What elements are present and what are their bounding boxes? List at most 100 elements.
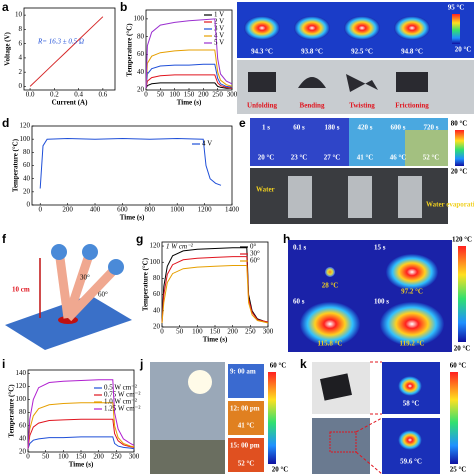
y-axis-label: Temperature (°C) (126, 23, 134, 77)
temp-label: 52 °C (238, 460, 255, 468)
x-tick-label: 50 (157, 91, 165, 99)
x-axis-label: Time (s) (203, 336, 228, 344)
panel-letter: e (239, 116, 246, 130)
data-line (145, 74, 233, 89)
color-bar (458, 246, 466, 342)
x-tick-label: 250 (111, 453, 122, 461)
temp-label: 97.2 °C (401, 288, 423, 296)
x-tick-label: 300 (129, 453, 140, 461)
y-tick-label: 60 (23, 161, 31, 169)
data-line (161, 247, 269, 324)
x-tick-label: 0.2 (50, 91, 59, 99)
hot-spot (394, 16, 430, 40)
temp-label: 41 °C (238, 422, 255, 430)
angle-label: 30° (80, 274, 90, 282)
time-label: 60 s (293, 124, 305, 132)
state-label: Bending (300, 102, 325, 110)
x-tick-label: 400 (90, 206, 101, 214)
plot-frame (31, 125, 233, 206)
legend-label: 0.75 W cm⁻² (104, 391, 140, 399)
x-tick-label: 150 (184, 91, 195, 99)
lamp (51, 244, 67, 260)
x-tick-label: 50 (42, 453, 50, 461)
y-tick-label: 8 (19, 25, 23, 33)
x-tick-label: 0.4 (74, 91, 83, 99)
warm-zone (405, 130, 448, 166)
temp-label: 27 °C (324, 154, 341, 162)
temp-label: 92.5 °C (351, 48, 373, 56)
legend-label: 60° (250, 257, 260, 265)
hot-spot (398, 376, 422, 396)
temp-label: 46 °C (390, 154, 407, 162)
y-tick-label: 20 (153, 323, 161, 331)
temp-label: 93.8 °C (301, 48, 323, 56)
color-bar (452, 14, 460, 44)
beaker (348, 176, 372, 218)
time-label: 420 s (358, 124, 373, 132)
x-tick-label: 0.6 (98, 91, 107, 99)
panel-letter: k (300, 357, 307, 371)
y-tick-label: 40 (137, 68, 145, 76)
x-tick-label: 600 (117, 206, 128, 214)
color-bar (268, 372, 276, 464)
temp-label: 58 °C (403, 400, 420, 408)
scale-label: 25 °C (450, 466, 467, 474)
temp-label: 115.8 °C (318, 340, 343, 348)
scale-label: 60 °C (450, 362, 467, 370)
temp-label: 41 °C (357, 154, 374, 162)
fabric (396, 72, 428, 92)
hot-spot (325, 267, 335, 277)
legend-label: 2 V (214, 18, 224, 26)
y-tick-label: 60 (137, 50, 145, 58)
photo-label: Water (256, 186, 275, 194)
scale-label: 60 °C (270, 362, 287, 370)
time-label: 720 s (424, 124, 439, 132)
x-tick-label: 200 (227, 328, 238, 336)
y-tick-label: 0 (27, 201, 31, 209)
x-axis-label: Time (s) (177, 99, 202, 107)
zoom-line (355, 361, 383, 475)
y-tick-label: 20 (19, 448, 27, 456)
legend-label: 1 V (214, 11, 224, 19)
data-line (145, 82, 232, 89)
sun (188, 370, 212, 394)
panel-k: 60 °C 25 °C 58 °C 59.6 °C (312, 361, 467, 475)
time-label: 15 s (374, 244, 386, 252)
zoom-box (329, 431, 357, 453)
y-axis-label: Voltage (V) (4, 31, 12, 65)
scale-label: 20 °C (272, 466, 289, 474)
data-line (145, 63, 233, 89)
x-tick-label: 150 (210, 328, 221, 336)
y-tick-label: 20 (137, 86, 145, 94)
data-line (27, 379, 135, 449)
hot-spot (398, 430, 422, 450)
x-tick-label: 250 (212, 91, 223, 99)
y-tick-label: 80 (153, 274, 161, 282)
panel-h: 120 °C 20 °C 0.1 s 15 s 60 s 100 s 28 °C… (288, 236, 472, 353)
y-tick-label: 60 (153, 290, 161, 298)
scale-label: 120 °C (452, 236, 472, 244)
y-tick-label: 2 (19, 68, 23, 76)
legend-label: 4 V (214, 32, 224, 40)
angle-label: 60° (98, 291, 108, 299)
panel-letter: d (2, 116, 9, 130)
y-tick-label: 80 (19, 408, 27, 416)
y-tick-label: 120 (150, 242, 161, 250)
x-tick-label: 200 (62, 206, 73, 214)
y-tick-label: 0 (19, 82, 23, 90)
x-tick-label: 50 (176, 328, 184, 336)
y-tick-label: 20 (23, 187, 31, 195)
legend-label: 5 V (214, 39, 224, 47)
y-tick-label: 60 (19, 421, 27, 429)
panel-letter: a (2, 0, 9, 14)
x-tick-label: 150 (76, 453, 87, 461)
scale-label: 80 °C (451, 120, 468, 128)
y-tick-label: 140 (16, 369, 27, 377)
x-axis-label: Time (s) (69, 461, 94, 469)
color-bar (455, 130, 464, 166)
scale-label: 20 °C (454, 345, 471, 353)
hot-spot (300, 302, 360, 346)
thermal-image (228, 438, 264, 472)
